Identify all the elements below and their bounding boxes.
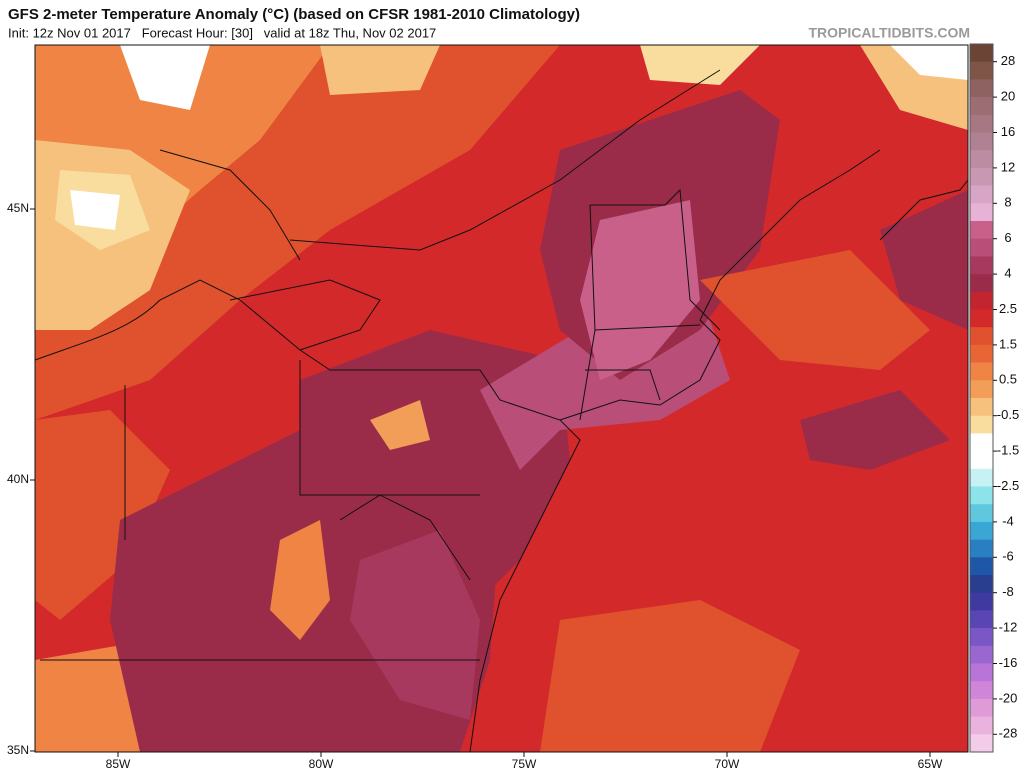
colorbar-segment <box>970 468 993 487</box>
colorbar-segment <box>970 291 993 310</box>
colorbar-frame <box>969 43 994 753</box>
colorbar-segment <box>970 557 993 576</box>
colorbar-segment <box>970 97 993 116</box>
colorbar-segment <box>970 44 993 62</box>
lon-label: 85W <box>106 757 131 771</box>
title: GFS 2-meter Temperature Anomaly (°C) (ba… <box>8 6 580 23</box>
colorbar-segment <box>970 486 993 505</box>
colorbar-segment <box>970 185 993 204</box>
colorbar-segment <box>970 433 993 452</box>
colorbar-label: 4 <box>1004 266 1011 281</box>
colorbar-segment <box>970 645 993 664</box>
colorbar-segment <box>970 344 993 363</box>
lon-label: 65W <box>918 757 943 771</box>
colorbar-label: -1.5 <box>997 443 1019 458</box>
lon-label: 70W <box>715 757 740 771</box>
colorbar-label: -0.5 <box>997 407 1019 422</box>
colorbar-label: 6 <box>1004 230 1011 245</box>
colorbar-label: 0.5 <box>999 372 1017 387</box>
subtitle: Init: 12z Nov 01 2017 Forecast Hour: [30… <box>8 25 436 40</box>
colorbar-label: -12 <box>999 620 1018 635</box>
map-field <box>35 45 968 752</box>
colorbar-label: 28 <box>1001 53 1015 68</box>
colorbar-label: -16 <box>999 655 1018 670</box>
colorbar-label: 8 <box>1004 195 1011 210</box>
colorbar-segment <box>970 521 993 540</box>
colorbar-segment <box>970 167 993 186</box>
colorbar-label: -4 <box>1002 513 1014 528</box>
colorbar-segment <box>970 150 993 169</box>
colorbar-segment <box>970 504 993 523</box>
colorbar-segment <box>970 274 993 293</box>
colorbar-label: 2.5 <box>999 301 1017 316</box>
colorbar-label: 16 <box>1001 124 1015 139</box>
colorbar-segment <box>970 238 993 257</box>
lat-label: 40N <box>7 472 29 486</box>
watermark: TROPICALTIDBITS.COM <box>808 25 970 41</box>
colorbar-segment <box>970 327 993 346</box>
colorbar-segment <box>970 698 993 717</box>
colorbar-segment <box>970 203 993 222</box>
lat-label: 45N <box>7 201 29 215</box>
lon-label: 75W <box>512 757 537 771</box>
lat-label: 35N <box>7 743 29 757</box>
colorbar-segment <box>970 309 993 328</box>
colorbar-label: -8 <box>1002 584 1014 599</box>
latitude-axis: 45N 40N 35N <box>7 201 35 757</box>
colorbar-segment <box>970 539 993 558</box>
colorbar-segment <box>970 61 993 80</box>
colorbar-segment <box>970 380 993 399</box>
colorbar-segment <box>970 362 993 381</box>
colorbar-segment <box>970 114 993 133</box>
colorbar-label: 1.5 <box>999 336 1017 351</box>
map-frame <box>34 44 969 753</box>
colorbar-segment <box>970 451 993 470</box>
colorbar-segment <box>970 681 993 700</box>
colorbar-segment <box>970 592 993 611</box>
colorbar-label: -28 <box>999 726 1018 741</box>
colorbar-segment <box>970 628 993 647</box>
colorbar: 28 20 16 12 8 6 4 2.5 1.5 0.5 -0.5 -1.5 -2.5 -4 -6 -8 -1… <box>969 43 1019 753</box>
colorbar-segment <box>970 398 993 416</box>
lon-label: 80W <box>309 757 334 771</box>
colorbar-segment <box>970 79 993 98</box>
colorbar-segment <box>970 663 993 682</box>
colorbar-segment <box>970 415 993 434</box>
colorbar-segment <box>970 132 993 151</box>
colorbar-segment <box>970 716 993 735</box>
colorbar-segment <box>970 256 993 275</box>
colorbar-label: -6 <box>1002 549 1014 564</box>
colorbar-label: -2.5 <box>997 478 1019 493</box>
colorbar-segment <box>970 575 993 593</box>
colorbar-label: 12 <box>1001 159 1015 174</box>
longitude-axis: 85W 80W 75W 70W 65W <box>106 752 943 771</box>
colorbar-segment <box>970 734 993 753</box>
colorbar-label: -20 <box>999 690 1018 705</box>
colorbar-segment <box>970 610 993 629</box>
colorbar-label: 20 <box>1001 89 1015 104</box>
colorbar-segment <box>970 221 993 239</box>
